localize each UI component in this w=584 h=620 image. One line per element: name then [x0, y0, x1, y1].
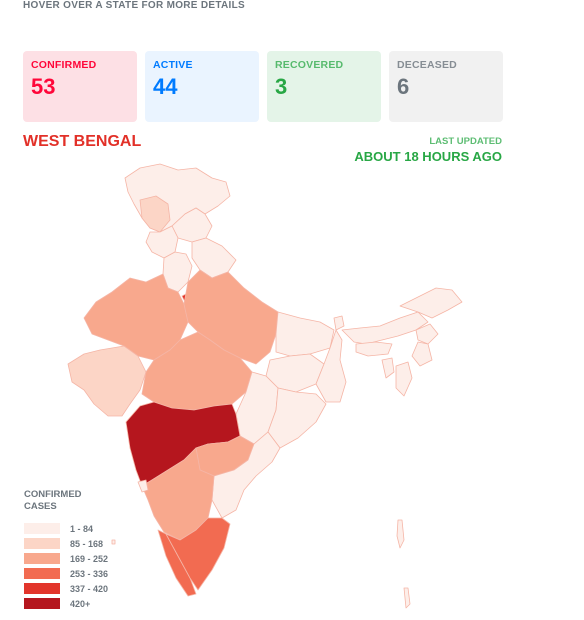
- state-meghalaya[interactable]: [355, 341, 393, 357]
- state-andhra-pradesh[interactable]: [211, 431, 281, 519]
- legend-label: 1 - 84: [70, 523, 94, 534]
- recovered-label: RECOVERED: [275, 59, 344, 71]
- legend-swatch: [24, 523, 60, 534]
- state-assam[interactable]: [341, 311, 429, 345]
- state-gujarat[interactable]: [67, 345, 147, 417]
- legend-label: 337 - 420: [70, 583, 109, 594]
- selected-state-name: WEST BENGAL: [23, 133, 142, 150]
- recovered-value: 3: [275, 74, 288, 99]
- legend-title: CONFIRMED CASES: [24, 489, 108, 513]
- legend-title-line1: CONFIRMED: [24, 489, 82, 500]
- deceased-label: DECEASED: [397, 59, 457, 71]
- hover-hint: HOVER OVER A STATE FOR MORE DETAILS: [23, 0, 245, 11]
- confirmed-label: CONFIRMED: [31, 59, 97, 71]
- confirmed-stat-card: CONFIRMED 53: [23, 51, 137, 122]
- legend-item: 169 - 252: [24, 551, 108, 566]
- legend-item: 337 - 420: [24, 581, 108, 596]
- andaman-islands[interactable]: [396, 519, 405, 549]
- legend-item: 420+: [24, 596, 108, 611]
- active-stat-card: ACTIVE 44: [145, 51, 259, 122]
- legend-item: 253 - 336: [24, 566, 108, 581]
- state-odisha[interactable]: [267, 387, 327, 449]
- nicobar-islands[interactable]: [403, 587, 411, 609]
- state-west-bengal[interactable]: [315, 329, 347, 403]
- legend-label: 169 - 252: [70, 553, 109, 564]
- state-nagaland[interactable]: [415, 323, 439, 345]
- recovered-stat-card: RECOVERED 3: [267, 51, 381, 122]
- deceased-value: 6: [397, 74, 410, 99]
- legend-title-line2: CASES: [24, 501, 57, 512]
- legend-list: 1 - 84 85 - 168 169 - 252 253 - 336 337 …: [24, 521, 108, 611]
- state-arunachal-pradesh[interactable]: [399, 287, 463, 319]
- legend-swatch: [24, 538, 60, 549]
- lakshadweep[interactable]: [111, 539, 116, 545]
- state-karnataka[interactable]: [141, 447, 215, 541]
- state-jk-inner[interactable]: [139, 195, 171, 233]
- legend-swatch: [24, 553, 60, 564]
- legend-swatch: [24, 598, 60, 609]
- last-updated-label: LAST UPDATED: [429, 136, 502, 147]
- legend-label: 253 - 336: [70, 568, 109, 579]
- state-bihar[interactable]: [275, 311, 335, 357]
- state-sikkim[interactable]: [333, 315, 345, 331]
- state-himachal-pradesh[interactable]: [171, 207, 213, 243]
- last-updated-value: ABOUT 18 HOURS AGO: [354, 149, 502, 164]
- state-tripura[interactable]: [381, 357, 395, 379]
- legend-item: 85 - 168: [24, 536, 108, 551]
- confirmed-value: 53: [31, 74, 56, 99]
- state-goa[interactable]: [137, 479, 149, 493]
- legend: CONFIRMED CASES 1 - 84 85 - 168 169 - 25…: [24, 489, 108, 611]
- legend-label: 85 - 168: [70, 538, 104, 549]
- state-manipur[interactable]: [411, 341, 433, 367]
- india-choropleth-map: [67, 163, 463, 609]
- deceased-stat-card: DECEASED 6: [389, 51, 503, 122]
- state-tamil-nadu[interactable]: [165, 517, 231, 591]
- legend-item: 1 - 84: [24, 521, 108, 536]
- legend-swatch: [24, 583, 60, 594]
- state-uttar-pradesh[interactable]: [183, 269, 279, 365]
- legend-swatch: [24, 568, 60, 579]
- state-mizoram[interactable]: [395, 361, 413, 397]
- active-value: 44: [153, 74, 178, 99]
- legend-label: 420+: [70, 598, 91, 609]
- active-label: ACTIVE: [153, 59, 193, 71]
